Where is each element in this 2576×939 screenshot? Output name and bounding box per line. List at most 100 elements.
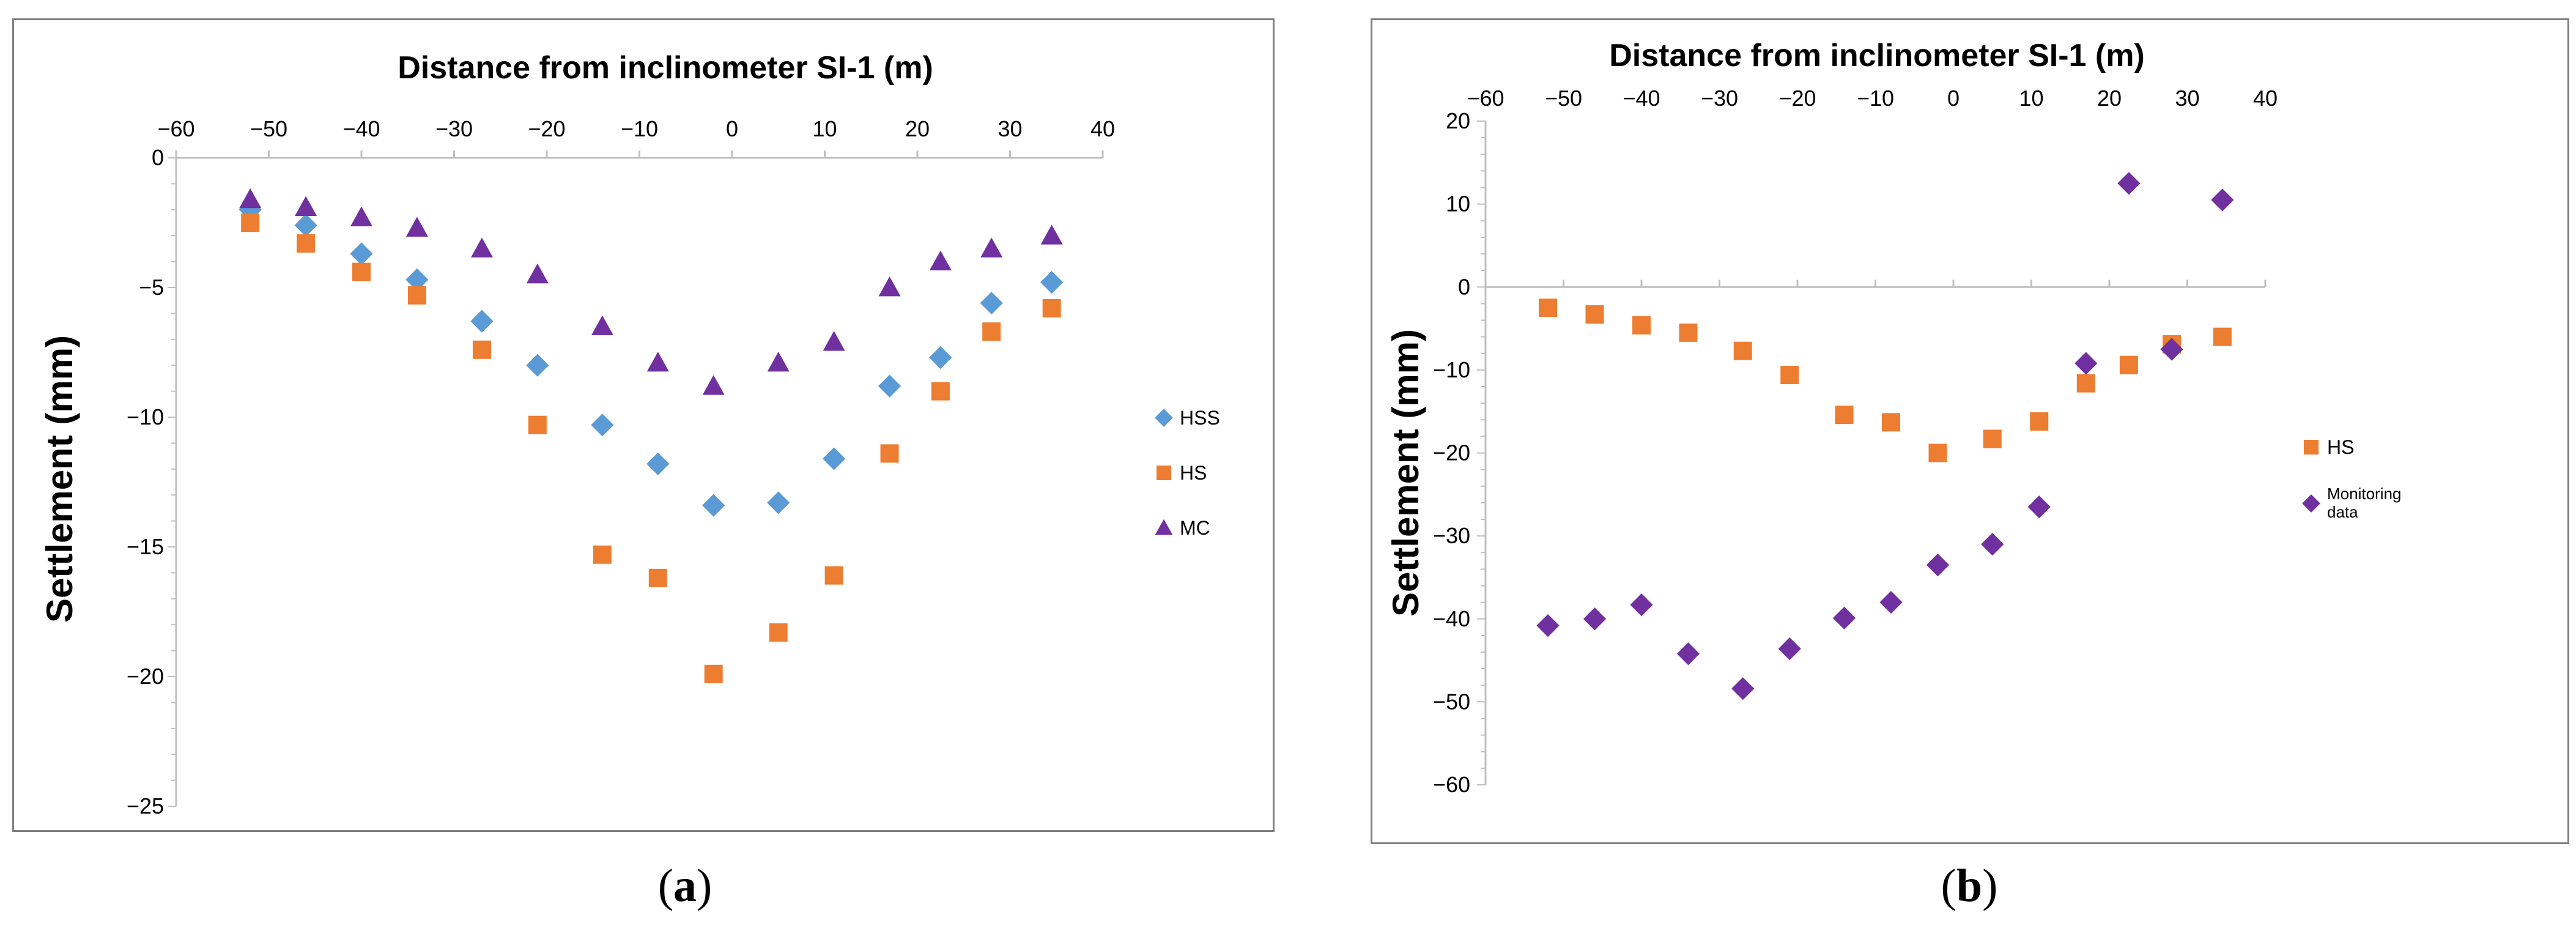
chart-b-legend-marker xyxy=(2302,494,2320,513)
chart-a-ytick-label: −10 xyxy=(127,404,164,429)
data-point xyxy=(2160,338,2183,361)
chart-b-legend-marker xyxy=(2304,440,2319,455)
chart-b-ytick-label: −60 xyxy=(1433,772,1470,797)
data-point xyxy=(880,444,899,463)
data-point xyxy=(352,262,371,281)
data-point xyxy=(2117,172,2141,195)
chart-panel-b: Distance from inclinometer SI-1 (m) Settl… xyxy=(1371,18,2569,844)
chart-b-ytick-label: −40 xyxy=(1433,606,1470,631)
caption-b: (b) xyxy=(1941,860,1998,911)
chart-a-xtick-label: 0 xyxy=(726,116,738,141)
data-point xyxy=(1040,270,1064,294)
chart-b-ytick-label: −20 xyxy=(1433,440,1470,466)
data-point xyxy=(646,351,669,372)
data-point xyxy=(1879,591,1903,614)
chart-a-ytick-label: 0 xyxy=(152,145,164,170)
data-point xyxy=(1536,614,1560,637)
chart-b-ytick-label: −50 xyxy=(1433,689,1470,714)
data-point xyxy=(823,447,846,470)
chart-a-xtick-label: −30 xyxy=(435,116,473,141)
data-point xyxy=(767,351,790,372)
chart-a-svg: Distance from inclinometer SI-1 (m) Settl… xyxy=(39,50,1220,818)
data-point xyxy=(929,250,952,270)
chart-a-title: Distance from inclinometer SI-1 (m) xyxy=(398,50,933,86)
data-point xyxy=(2074,352,2098,375)
chart-b-xtick-label: −20 xyxy=(1778,86,1816,111)
chart-b-ytick-label: 20 xyxy=(1446,108,1470,133)
chart-b-ytick-label: −30 xyxy=(1433,523,1470,548)
data-point xyxy=(295,196,317,216)
data-point xyxy=(769,623,788,642)
data-point xyxy=(1778,637,1801,661)
chart-b-xtick-label: −50 xyxy=(1545,86,1582,111)
chart-a-xtick-label: 10 xyxy=(812,116,837,141)
data-point xyxy=(350,206,372,226)
chart-a-legend-label: HSS xyxy=(1180,407,1220,429)
data-point xyxy=(1583,607,1607,631)
chart-a-legend-label: HS xyxy=(1180,462,1207,484)
data-point xyxy=(241,213,260,232)
data-point xyxy=(824,566,843,585)
data-point xyxy=(2076,374,2095,393)
chart-a-series-hss xyxy=(239,198,1064,517)
data-point xyxy=(1632,316,1651,335)
data-point xyxy=(2119,355,2138,374)
data-point xyxy=(528,415,547,434)
data-point xyxy=(1630,593,1653,617)
data-point xyxy=(704,664,723,683)
data-point xyxy=(1882,413,1900,432)
data-point xyxy=(1733,341,1752,360)
data-point xyxy=(2213,327,2232,346)
data-point xyxy=(405,217,428,237)
data-point xyxy=(297,234,316,253)
chart-b-xtick-label: 0 xyxy=(1947,86,1960,111)
chart-b-xtick-label: −40 xyxy=(1623,86,1660,111)
data-point xyxy=(239,188,262,209)
data-point xyxy=(350,242,373,265)
chart-a-legend-marker xyxy=(1157,466,1171,480)
chart-b-legend-label: HS xyxy=(2327,436,2354,458)
chart-a-ytick-label: −25 xyxy=(127,793,164,818)
data-point xyxy=(472,340,491,359)
chart-a-ylabel: Settlement (mm) xyxy=(39,335,80,623)
chart-a-series-mc xyxy=(239,188,1063,395)
chart-b-legend-label: data xyxy=(2327,503,2358,521)
chart-a-series-hs xyxy=(241,213,1061,683)
data-point xyxy=(878,277,901,297)
data-point xyxy=(1676,642,1700,666)
chart-a-xtick-label: −10 xyxy=(621,116,658,141)
data-point xyxy=(1585,305,1604,324)
chart-a-ytick-label: −15 xyxy=(127,534,164,559)
data-point xyxy=(1780,366,1799,385)
chart-b-series-monitoring-data xyxy=(1536,172,2234,700)
data-point xyxy=(1539,299,1557,317)
chart-a-xtick-label: −40 xyxy=(342,116,380,141)
data-point xyxy=(1981,533,2004,556)
data-point xyxy=(929,346,952,369)
data-point xyxy=(405,268,429,291)
chart-a-ytick-label: −20 xyxy=(127,664,164,689)
chart-b-title: Distance from inclinometer SI-1 (m) xyxy=(1609,38,2145,73)
chart-b-xtick-label: 10 xyxy=(2019,86,2043,111)
caption-b-letter: b xyxy=(1956,860,1983,911)
data-point xyxy=(1042,299,1061,317)
chart-b-xtick-label: −30 xyxy=(1701,86,1738,111)
data-point xyxy=(1835,406,1854,425)
data-point xyxy=(767,491,790,514)
chart-a-legend-marker xyxy=(1155,409,1173,427)
data-point xyxy=(526,354,549,377)
chart-a-xtick-label: −50 xyxy=(250,116,287,141)
data-point xyxy=(470,310,494,333)
chart-b-xtick-label: 30 xyxy=(2175,86,2199,111)
chart-b-xtick-label: −10 xyxy=(1857,86,1894,111)
data-point xyxy=(1926,553,1950,577)
data-point xyxy=(702,375,725,395)
caption-a-letter: a xyxy=(673,860,697,911)
chart-panel-a: Distance from inclinometer SI-1 (m) Settl… xyxy=(12,18,1275,832)
data-point xyxy=(823,331,845,351)
chart-b-ytick-label: −10 xyxy=(1433,357,1470,382)
data-point xyxy=(526,263,549,284)
data-point xyxy=(648,568,667,587)
data-point xyxy=(980,237,1003,258)
chart-b-xtick-label: 40 xyxy=(2253,86,2278,111)
